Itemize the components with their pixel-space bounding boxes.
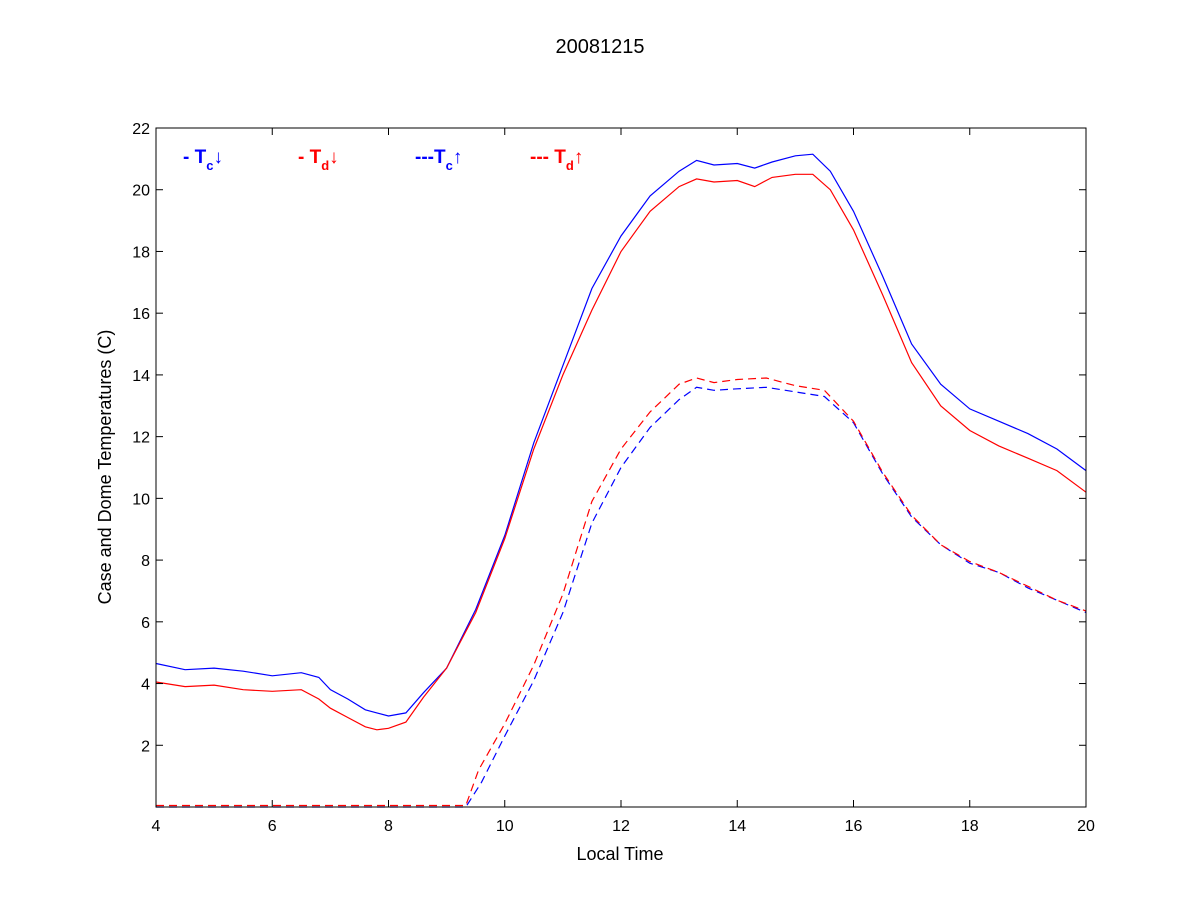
legend-entry-3: ---Tc↑ [415,147,462,173]
x-axis-title: Local Time [576,844,663,864]
plot-lines [155,153,1087,808]
y-tick-label: 18 [132,244,150,261]
chart-title: 20081215 [556,36,645,58]
y-axis-title: Case and Dome Temperatures (C) [95,330,115,605]
x-tick-label: 8 [384,818,393,835]
y-tick-label: 12 [132,430,150,447]
x-tick-label: 12 [612,818,630,835]
series-line-4 [156,377,1087,807]
y-tick-label: 22 [132,121,150,138]
x-tick-label: 10 [496,818,514,835]
x-tick-label: 4 [152,818,161,835]
y-tick-label: 8 [141,553,150,570]
y-tick-label: 20 [132,183,150,200]
y-tick-label: 2 [141,738,150,755]
x-tick-label: 20 [1077,818,1095,835]
legend-entry-1: - Tc↓ [183,147,223,173]
x-tick-label: 14 [728,818,746,835]
y-tick-label: 4 [141,677,150,694]
legend-entry-4: --- Td↑ [530,147,583,173]
x-tick-label: 18 [961,818,979,835]
y-tick-label: 10 [132,491,150,508]
y-tick-label: 14 [132,368,150,385]
x-tick-label: 16 [845,818,863,835]
series-line-1 [155,153,1087,717]
series-line-2 [155,173,1087,731]
series-line-3 [156,386,1087,808]
y-tick-label: 16 [132,306,150,323]
y-tick-label: 6 [141,615,150,632]
x-tick-label: 6 [268,818,277,835]
legend-entry-2: - Td↓ [298,147,339,173]
x-axis: 4 6 8 10 12 14 16 18 20 [152,128,1095,835]
legend: - Tc↓ - Td↓ ---Tc↑ --- Td↑ [183,147,583,173]
y-axis: 2 4 6 8 10 12 14 16 18 20 22 [132,121,1086,755]
